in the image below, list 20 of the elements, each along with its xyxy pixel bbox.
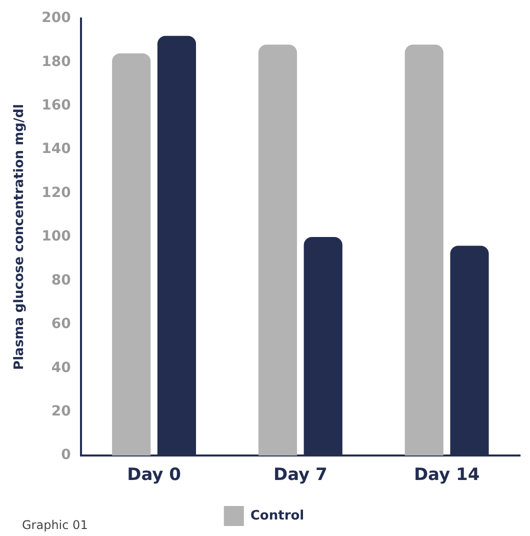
text: Graphic 01 [22,518,88,532]
y-tick-label: 40 [51,360,72,376]
y-tick-label: 20 [51,404,72,420]
y-tick-label: 160 [42,97,72,114]
x-tick-label: Day 7 [273,465,328,486]
y-tick-label: 100 [42,228,72,245]
bar [258,44,298,456]
x-tick-label: Day 14 [414,465,480,486]
y-tick-label: 180 [42,54,72,70]
y-tick-label: 60 [51,316,72,332]
y-tick-label: 120 [42,184,72,201]
bar [112,53,151,456]
legend-label: Control [250,508,304,524]
x-tick-label: Day 0 [127,465,182,486]
y-tick-label: 140 [42,141,72,158]
y-tick-label: 80 [51,272,72,288]
bar [404,44,444,456]
y-axis-title: Plasma glucose concentration mg/dl [12,104,28,370]
y-tick-label: 200 [42,10,72,26]
y-tick-label: 0 [61,447,72,464]
